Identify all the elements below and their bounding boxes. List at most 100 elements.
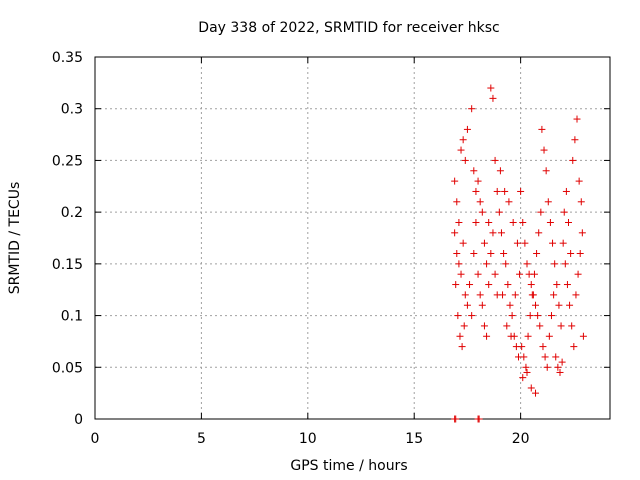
data-point bbox=[483, 260, 491, 268]
data-point bbox=[519, 374, 527, 382]
data-point bbox=[496, 167, 504, 175]
data-point bbox=[483, 332, 491, 340]
data-point bbox=[502, 260, 510, 268]
data-point bbox=[560, 208, 568, 216]
data-point bbox=[522, 363, 530, 371]
data-point bbox=[532, 301, 540, 309]
data-point bbox=[567, 250, 575, 258]
grid-lines bbox=[95, 57, 610, 419]
y-tick-label: 0.3 bbox=[61, 102, 83, 118]
chart-title: Day 338 of 2022, SRMTID for receiver hks… bbox=[198, 20, 499, 36]
data-point bbox=[570, 343, 578, 351]
data-point bbox=[551, 260, 559, 268]
data-point bbox=[573, 115, 581, 123]
x-tick-label: 20 bbox=[512, 431, 530, 447]
data-point bbox=[455, 218, 463, 226]
data-point bbox=[501, 187, 509, 195]
data-point bbox=[480, 322, 488, 330]
data-point bbox=[555, 301, 563, 309]
data-point bbox=[565, 218, 573, 226]
data-point bbox=[532, 389, 540, 397]
data-point bbox=[470, 250, 478, 258]
x-tick-label: 0 bbox=[91, 431, 100, 447]
y-tick-label: 0.35 bbox=[52, 50, 83, 66]
data-point bbox=[455, 260, 463, 268]
y-tick-label: 0.05 bbox=[52, 360, 83, 376]
data-point bbox=[517, 187, 525, 195]
data-point bbox=[547, 312, 555, 320]
plot-frame bbox=[94, 56, 611, 420]
data-point bbox=[461, 156, 469, 164]
data-point bbox=[557, 322, 565, 330]
data-point bbox=[472, 218, 480, 226]
data-point bbox=[453, 198, 461, 206]
data-point bbox=[549, 239, 557, 247]
data-point bbox=[463, 125, 471, 133]
data-point bbox=[503, 322, 511, 330]
y-axis-label: SRMTID / TECUs bbox=[7, 182, 23, 295]
y-axis-ticks: 0 0.05 0.1 0.15 0.2 0.25 0.3 0.35 bbox=[52, 50, 610, 428]
data-point bbox=[521, 239, 529, 247]
data-point bbox=[518, 343, 526, 351]
y-tick-label: 0.1 bbox=[61, 309, 83, 325]
data-point bbox=[540, 146, 548, 154]
data-point bbox=[568, 322, 576, 330]
data-point bbox=[493, 187, 501, 195]
data-point bbox=[542, 167, 550, 175]
data-point bbox=[507, 332, 515, 340]
data-point bbox=[459, 239, 467, 247]
data-point bbox=[556, 368, 564, 376]
data-point bbox=[487, 84, 495, 92]
data-point bbox=[460, 322, 468, 330]
data-point bbox=[468, 312, 476, 320]
x-tick-label: 15 bbox=[405, 431, 423, 447]
data-point bbox=[485, 281, 493, 289]
data-point bbox=[470, 167, 478, 175]
data-point bbox=[497, 229, 505, 237]
data-point bbox=[543, 363, 551, 371]
data-point bbox=[489, 229, 497, 237]
data-point bbox=[454, 312, 462, 320]
data-point bbox=[500, 250, 508, 258]
data-point bbox=[576, 250, 584, 258]
data-point bbox=[578, 229, 586, 237]
data-point bbox=[563, 281, 571, 289]
y-tick-label: 0 bbox=[74, 412, 83, 428]
data-point bbox=[541, 353, 549, 361]
data-point bbox=[491, 156, 499, 164]
data-point bbox=[561, 260, 569, 268]
data-point bbox=[509, 218, 517, 226]
data-point bbox=[575, 177, 583, 185]
data-point bbox=[523, 260, 531, 268]
data-point bbox=[505, 198, 513, 206]
data-point bbox=[524, 332, 532, 340]
data-point bbox=[456, 332, 464, 340]
x-axis-label: GPS time / hours bbox=[290, 458, 407, 474]
data-point bbox=[453, 250, 461, 258]
data-point bbox=[558, 358, 566, 366]
data-point bbox=[572, 291, 580, 299]
y-tick-label: 0.15 bbox=[52, 257, 83, 273]
data-point bbox=[562, 187, 570, 195]
data-point bbox=[487, 250, 495, 258]
data-point bbox=[535, 229, 543, 237]
data-points bbox=[451, 84, 587, 423]
data-point bbox=[579, 332, 587, 340]
data-point bbox=[472, 187, 480, 195]
data-point bbox=[577, 198, 585, 206]
data-point bbox=[519, 218, 527, 226]
data-point bbox=[546, 218, 554, 226]
data-point bbox=[508, 312, 516, 320]
data-point bbox=[528, 291, 536, 299]
data-point bbox=[457, 270, 465, 278]
data-point bbox=[459, 136, 467, 144]
data-point bbox=[463, 301, 471, 309]
data-point bbox=[574, 270, 582, 278]
data-point bbox=[452, 281, 460, 289]
data-point bbox=[457, 146, 465, 154]
data-point bbox=[452, 415, 460, 423]
data-point bbox=[539, 343, 547, 351]
data-point bbox=[485, 218, 493, 226]
data-point bbox=[476, 198, 484, 206]
